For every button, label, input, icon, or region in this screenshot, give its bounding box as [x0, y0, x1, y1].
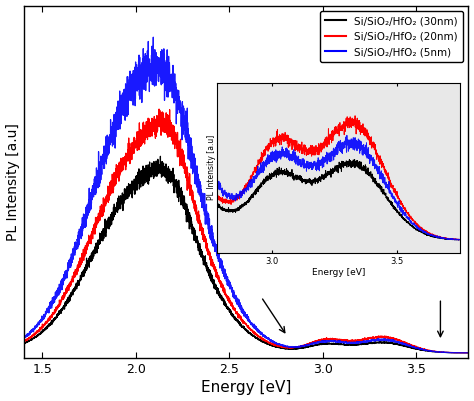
Legend: Si/SiO₂/HfO₂ (30nm), Si/SiO₂/HfO₂ (20nm), Si/SiO₂/HfO₂ (5nm): Si/SiO₂/HfO₂ (30nm), Si/SiO₂/HfO₂ (20nm)… [320, 11, 463, 62]
X-axis label: Energy [eV]: Energy [eV] [201, 381, 291, 395]
Y-axis label: PL Intensity [a.u]: PL Intensity [a.u] [6, 123, 19, 241]
